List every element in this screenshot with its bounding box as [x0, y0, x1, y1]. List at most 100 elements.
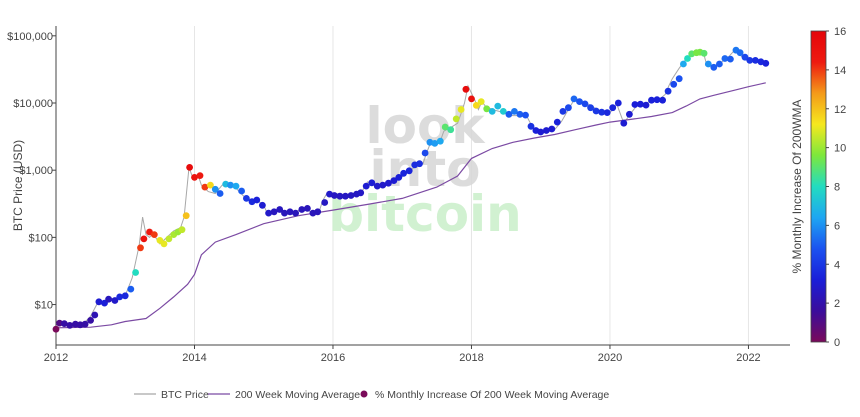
monthly-increase-point: [127, 285, 135, 293]
monthly-increase-point: [238, 187, 246, 195]
monthly-increase-point: [81, 320, 89, 328]
monthly-increase-point: [659, 96, 666, 104]
monthly-increase-point: [462, 85, 470, 93]
monthly-increase-point: [499, 108, 507, 115]
monthly-increase-point: [565, 104, 572, 112]
monthly-increase-point: [105, 295, 112, 303]
monthly-increase-point: [516, 110, 524, 118]
monthly-increase-point: [457, 106, 465, 113]
colorbar-tick-label: 10: [834, 143, 846, 155]
monthly-increase-point: [670, 80, 678, 88]
monthly-increase-point: [253, 196, 261, 204]
monthly-increase-point: [553, 118, 561, 126]
monthly-increase-point: [527, 122, 535, 130]
colorbar-gradient: [810, 30, 827, 343]
monthly-increase-point: [395, 174, 403, 181]
monthly-increase-point: [331, 192, 338, 199]
monthly-increase-point: [286, 208, 294, 216]
monthly-increase-point: [292, 209, 299, 217]
monthly-increase-point: [121, 292, 129, 300]
monthly-increase-point: [468, 95, 475, 103]
monthly-increase-point: [416, 160, 423, 168]
monthly-increase-point: [373, 182, 381, 190]
monthly-increase-point: [379, 181, 387, 189]
monthly-increase-point: [631, 101, 639, 108]
y-axis-title: BTC Price (USD): [11, 140, 25, 231]
monthly-increase-point: [477, 98, 485, 105]
colorbar-tick-label: 0: [834, 337, 840, 349]
monthly-increase-point: [137, 244, 144, 252]
x-tick-label: 2014: [182, 352, 206, 364]
legend-label-wma: 200 Week Moving Average: [235, 389, 360, 401]
monthly-increase-point: [642, 101, 650, 109]
monthly-increase-point: [182, 212, 190, 220]
legend-label-btc-price: BTC Price: [161, 389, 209, 401]
monthly-increase-point: [196, 172, 204, 180]
monthly-increase-point: [178, 226, 186, 234]
x-tick-label: 2012: [44, 352, 68, 364]
monthly-increase-point: [505, 110, 513, 118]
monthly-increase-point: [704, 60, 712, 68]
monthly-increase-point: [265, 209, 272, 217]
monthly-increase-point: [314, 208, 322, 216]
colorbar-title: % Monthly Increase Of 200WMA: [790, 99, 804, 273]
colorbar-tick-label: 12: [834, 104, 846, 116]
y-tick-label: $100: [29, 232, 53, 244]
monthly-increase-point: [741, 53, 749, 61]
monthly-increase-point: [614, 99, 622, 107]
monthly-increase-point: [140, 235, 148, 243]
colorbar-tick-label: 14: [834, 65, 846, 77]
y-tick-label: $100,000: [7, 31, 53, 43]
x-tick-label: 2022: [736, 352, 760, 364]
colorbar-tick-label: 6: [834, 220, 840, 232]
monthly-increase-point: [488, 108, 496, 115]
monthly-increase-point: [441, 123, 449, 131]
monthly-increase-point: [116, 293, 124, 301]
monthly-increase-point: [716, 60, 723, 68]
monthly-increase-point: [511, 108, 518, 115]
monthly-increase-point: [91, 311, 99, 319]
monthly-increase-point: [298, 206, 306, 213]
monthly-increase-point: [648, 96, 655, 104]
monthly-increase-point: [66, 322, 74, 329]
monthly-increase-point: [150, 231, 158, 239]
monthly-increase-point: [342, 192, 349, 200]
monthly-increase-point: [700, 49, 708, 57]
monthly-increase-point: [211, 185, 219, 193]
monthly-increase-point: [653, 96, 661, 104]
monthly-increase-point: [216, 190, 224, 197]
monthly-increase-point: [400, 169, 407, 177]
monthly-increase-point: [664, 87, 672, 95]
monthly-increase-point: [609, 104, 617, 112]
monthly-increase-point: [362, 182, 370, 190]
monthly-increase-point: [483, 105, 491, 113]
monthly-increase-point: [95, 298, 103, 306]
monthly-increase-point: [368, 179, 376, 187]
colorbar: 0 2 4 6 8 10 12 14 16 % Monthly Increase Of 200WM…: [790, 26, 846, 349]
monthly-increase-point: [52, 325, 60, 333]
x-tick-label: 2020: [598, 352, 622, 364]
monthly-increase-point: [160, 240, 168, 248]
y-tick-label: $10,000: [13, 98, 53, 110]
monthly-increase-point: [191, 174, 198, 181]
monthly-increase-point: [762, 59, 770, 67]
wma-200-line: [55, 82, 766, 329]
monthly-increase-point: [736, 49, 744, 57]
monthly-increase-point: [587, 104, 594, 112]
monthly-increase-point: [385, 179, 392, 187]
monthly-increase-point: [259, 201, 266, 209]
grid-layer: [193, 26, 749, 345]
legend-label-monthly-increase: % Monthly Increase Of 200 Week Moving Av…: [375, 389, 609, 401]
monthly-increase-point: [559, 108, 567, 115]
monthly-increase-point: [431, 140, 439, 147]
monthly-increase-point: [581, 100, 589, 108]
colorbar-tick-label: 8: [834, 182, 840, 194]
monthly-increase-point: [710, 63, 718, 71]
monthly-increase-point: [201, 183, 209, 191]
watermark-word: look: [365, 97, 486, 155]
x-tick-label: 2018: [459, 352, 483, 364]
monthly-increase-point: [357, 189, 365, 197]
monthly-increase-point: [626, 110, 633, 118]
